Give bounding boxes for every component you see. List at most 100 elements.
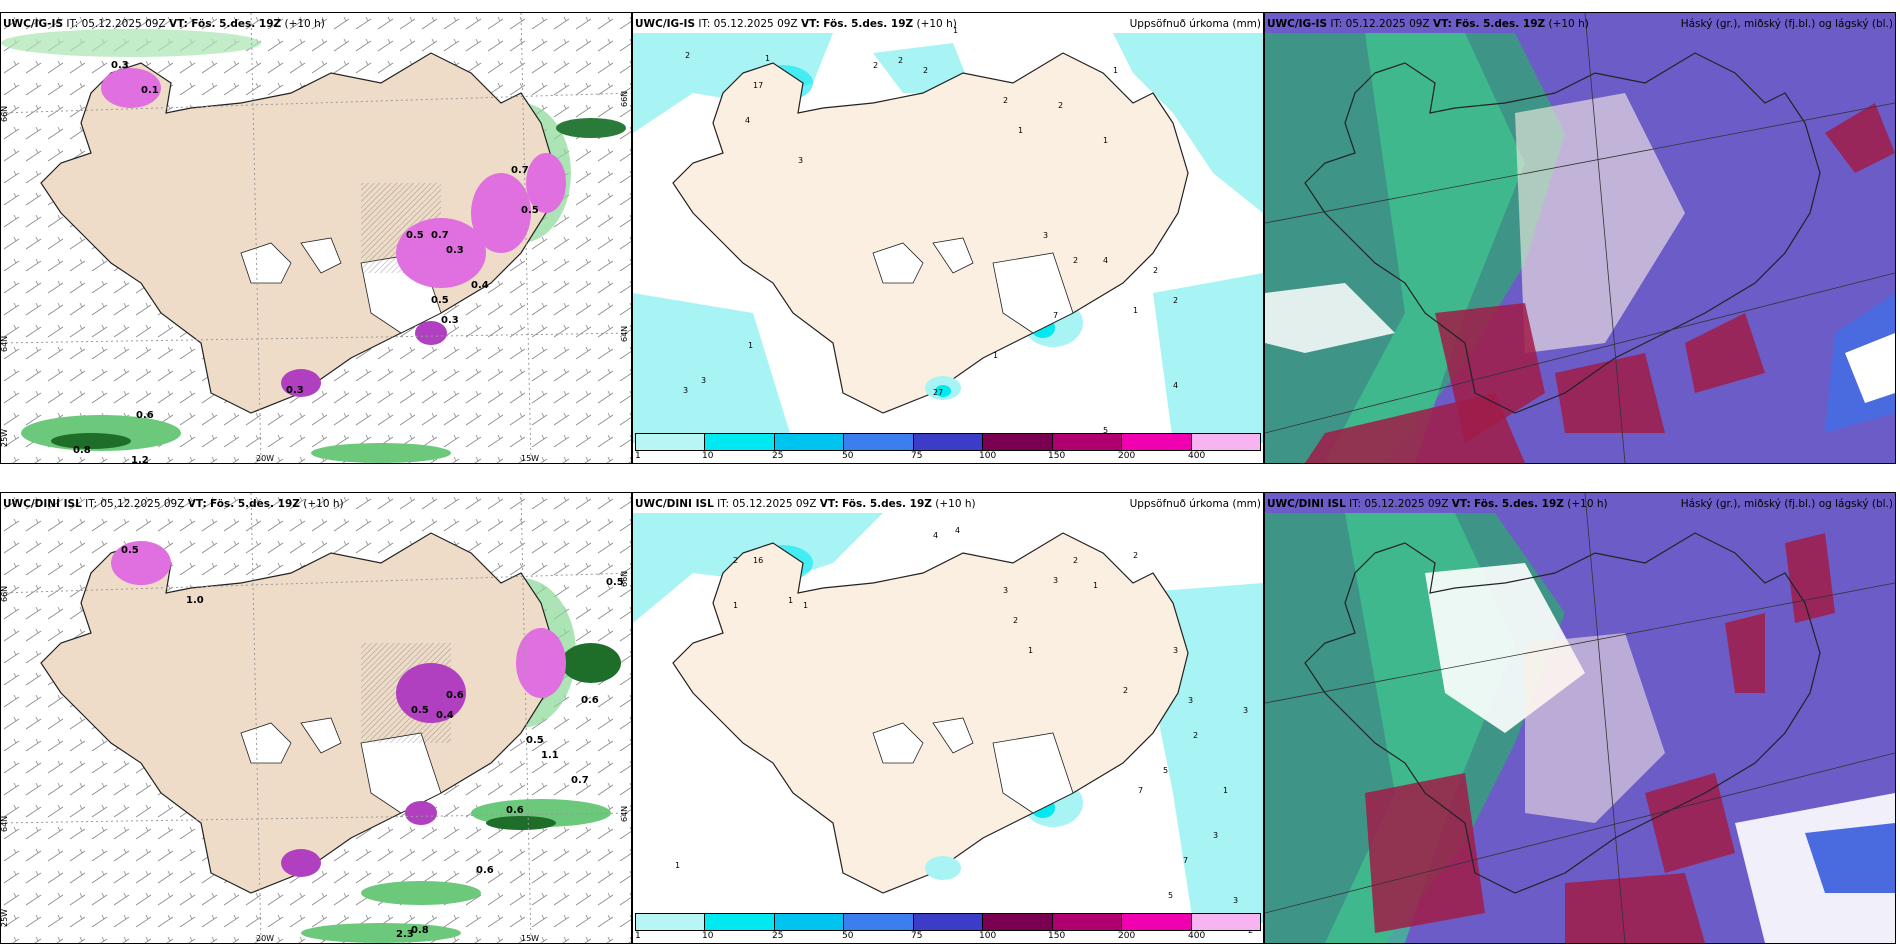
precip-value: 1 bbox=[1028, 646, 1033, 655]
precip-value: 27 bbox=[933, 388, 943, 397]
precip-title: Uppsöfnuð úrkoma (mm) bbox=[1129, 498, 1261, 510]
precip-value: 3 bbox=[1188, 696, 1193, 705]
colorbar-swatch bbox=[774, 434, 845, 450]
precip-value: 1 bbox=[788, 596, 793, 605]
precip-value: 1 bbox=[993, 351, 998, 360]
wind-value: 0.5 bbox=[431, 295, 449, 306]
colorbar-tick: 50 bbox=[842, 451, 854, 461]
panel-header: UWC/DINI ISL IT: 05.12.2025 09Z VT: Fös.… bbox=[1267, 497, 1608, 511]
vt-label: VT: bbox=[819, 498, 839, 510]
wind-value: 1.2 bbox=[131, 455, 149, 463]
panel-header: UWC/IG-IS IT: 05.12.2025 09Z VT: Fös. 5.… bbox=[635, 17, 957, 31]
vt-label: VT: bbox=[187, 498, 207, 510]
lat-label: 64N bbox=[620, 806, 629, 822]
lead-time: (+10 h) bbox=[1548, 18, 1589, 30]
colorbar-tick: 100 bbox=[979, 931, 997, 941]
wind-value: 0.5 bbox=[121, 545, 139, 556]
colorbar-swatch bbox=[705, 914, 775, 930]
precip-value: 17 bbox=[753, 81, 763, 90]
wind-value: 0.5 bbox=[521, 205, 539, 216]
wind-value: 0.7 bbox=[511, 165, 529, 176]
vt-value: Fös. 5.des. 19Z bbox=[210, 498, 300, 510]
precip-value: 1 bbox=[1113, 66, 1118, 75]
precip-value: 2 bbox=[1003, 96, 1008, 105]
cloud-map-panel-row1: UWC/IG-IS IT: 05.12.2025 09Z VT: Fös. 5.… bbox=[1264, 12, 1896, 464]
colorbar-swatch bbox=[913, 434, 984, 450]
model-name: UWC/DINI ISL bbox=[635, 498, 714, 510]
precip-value: 3 bbox=[1233, 896, 1238, 905]
vt-value: Fös. 5.des. 19Z bbox=[1455, 18, 1546, 30]
wind-value: 2.3 bbox=[396, 929, 414, 940]
lon-label: 15W bbox=[521, 934, 539, 943]
precip-value: 2 bbox=[1153, 266, 1158, 275]
precip-value: 1 bbox=[1223, 786, 1228, 795]
cloud-title: Háský (gr.), miðský (fj.bl.) og lágský (… bbox=[1680, 18, 1893, 30]
colorbar-swatch bbox=[774, 914, 845, 930]
wind-value: 0.5 bbox=[526, 735, 544, 746]
precip-value: 1 bbox=[803, 601, 808, 610]
colorbar-tick: 75 bbox=[911, 451, 923, 461]
model-name: UWC/IG-IS bbox=[635, 18, 696, 30]
vt-value: Fös. 5.des. 19Z bbox=[823, 18, 914, 30]
colorbar-labels: 1 10 25 50 75 100 150 200 400 bbox=[635, 931, 1261, 943]
colorbar-swatch bbox=[1191, 914, 1260, 930]
colorbar-tick: 150 bbox=[1048, 451, 1066, 461]
colorbar-swatch bbox=[844, 914, 914, 930]
precip-value: 1 bbox=[733, 601, 738, 610]
lat-label: 66N bbox=[620, 91, 629, 107]
precip-value: 7 bbox=[1183, 856, 1188, 865]
precip-value: 5 bbox=[1168, 891, 1173, 900]
precip-value: 3 bbox=[1213, 831, 1218, 840]
colorbar-swatch bbox=[1122, 914, 1192, 930]
colorbar-tick: 400 bbox=[1188, 931, 1206, 941]
colorbar-swatch bbox=[983, 914, 1053, 930]
wind-value: 0.1 bbox=[141, 85, 159, 96]
panel-header: UWC/DINI ISL IT: 05.12.2025 09Z VT: Fös.… bbox=[635, 497, 976, 511]
lat-label: 66N bbox=[620, 571, 629, 587]
wind-value: 0.5 bbox=[406, 230, 424, 241]
precip-value: 5 bbox=[1163, 766, 1168, 775]
precip-value: 3 bbox=[1173, 646, 1178, 655]
precip-colorbar bbox=[635, 913, 1261, 931]
wind-value: 0.8 bbox=[411, 925, 429, 936]
wind-value: 0.4 bbox=[471, 280, 489, 291]
precip-value: 4 bbox=[1103, 256, 1108, 265]
it-label: IT: bbox=[85, 498, 98, 510]
colorbar-tick: 25 bbox=[772, 931, 784, 941]
precip-title: Uppsöfnuð úrkoma (mm) bbox=[1129, 18, 1261, 30]
vt-label: VT: bbox=[800, 18, 820, 30]
colorbar-swatch bbox=[1052, 434, 1123, 450]
colorbar-tick: 1 bbox=[635, 451, 641, 461]
precip-value: 3 bbox=[683, 386, 688, 395]
panel-header: UWC/IG-IS IT: 05.12.2025 09Z VT: Fös. 5.… bbox=[3, 17, 325, 31]
wind-value: 0.6 bbox=[446, 690, 464, 701]
model-name: UWC/IG-IS bbox=[1267, 18, 1328, 30]
precip-value: 1 bbox=[765, 54, 770, 63]
it-label: IT: bbox=[1349, 498, 1362, 510]
colorbar-swatch bbox=[844, 434, 914, 450]
precip-map-row2: 4 4 2 16 1 1 1 3 2 1 3 2 1 2 3 3 2 1 3 3… bbox=[633, 513, 1263, 935]
wind-map-panel-row2: 0.5 1.0 0.5 0.4 0.6 0.5 1.1 0.7 0.6 0.6 … bbox=[0, 492, 632, 944]
colorbar-tick: 10 bbox=[702, 451, 714, 461]
lat-label: 64N bbox=[1, 336, 9, 352]
wind-map-panel-row1: 0.3 0.1 0.7 0.5 0.7 0.3 0.5 0.3 0.5 0.4 … bbox=[0, 12, 632, 464]
it-label: IT: bbox=[717, 498, 730, 510]
precip-value: 7 bbox=[1053, 311, 1058, 320]
precip-value: 3 bbox=[798, 156, 803, 165]
precip-value: 7 bbox=[1138, 786, 1143, 795]
panel-header: UWC/IG-IS IT: 05.12.2025 09Z VT: Fös. 5.… bbox=[1267, 17, 1589, 31]
wind-value: 0.6 bbox=[476, 865, 494, 876]
precip-value: 2 bbox=[1173, 296, 1178, 305]
lon-label: 20W bbox=[256, 454, 274, 463]
colorbar-tick: 25 bbox=[772, 451, 784, 461]
wind-value: 0.5 bbox=[606, 577, 624, 588]
wind-value: 0.6 bbox=[506, 805, 524, 816]
wind-value: 1.0 bbox=[186, 595, 204, 606]
precip-value: 1 bbox=[953, 26, 958, 35]
precip-value: 2 bbox=[1073, 256, 1078, 265]
cloud-map-panel-row2: UWC/DINI ISL IT: 05.12.2025 09Z VT: Fös.… bbox=[1264, 492, 1896, 944]
precip-value: 2 bbox=[685, 51, 690, 60]
precip-value: 2 bbox=[898, 56, 903, 65]
wind-value: 1.1 bbox=[541, 750, 559, 761]
precip-value: 4 bbox=[745, 116, 750, 125]
